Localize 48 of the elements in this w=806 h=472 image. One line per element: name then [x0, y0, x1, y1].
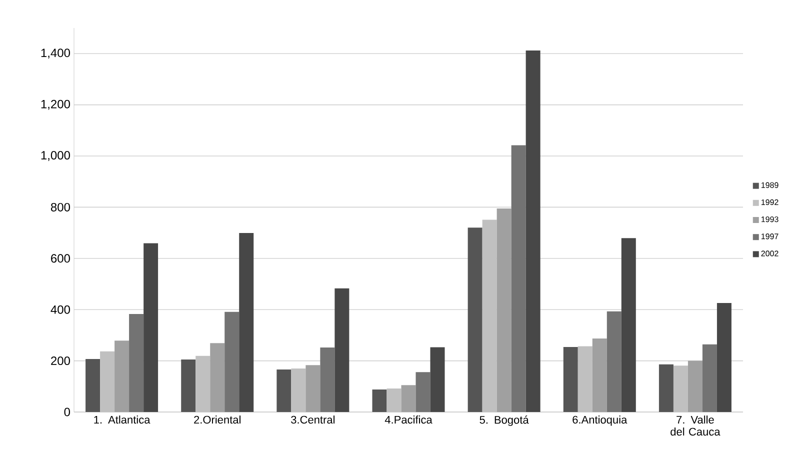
y-tick-label: 0: [64, 408, 70, 416]
x-tick-label: 1. Atlantica: [94, 416, 150, 424]
legend-label: 1989: [761, 182, 778, 188]
bar: [276, 370, 292, 412]
bar: [416, 372, 430, 412]
x-tick-label: 4.Pacifica: [384, 416, 432, 424]
bar: [224, 312, 240, 412]
bar: [144, 243, 158, 412]
bar: [181, 360, 196, 412]
bar: [334, 288, 350, 412]
y-tick-label: 600: [51, 254, 70, 263]
bar: [210, 343, 225, 412]
x-tick-label: 7. Valle del Cauca: [670, 416, 720, 436]
y-tick-label: 1,400: [41, 48, 70, 59]
x-tick-label: 3.Central: [291, 416, 335, 424]
y-tick-label: 800: [50, 202, 70, 212]
bar: [702, 344, 717, 412]
bar: [372, 389, 387, 412]
bar: [306, 365, 320, 412]
y-tick-label: 1,200: [41, 100, 70, 110]
bar: [526, 50, 540, 412]
bar: [688, 360, 702, 412]
bar: [621, 238, 636, 412]
legend-label: 1993: [761, 216, 778, 222]
bar: [511, 145, 526, 412]
bar: [320, 347, 335, 412]
bar: [129, 314, 144, 412]
legend-label: 2002: [761, 250, 778, 256]
bar: [496, 208, 512, 412]
bar: [716, 302, 732, 412]
bar: [468, 228, 482, 412]
y-tick-label: 200: [51, 356, 70, 366]
x-tick-label: 2.Oriental: [194, 416, 240, 424]
y-tick-label: 400: [50, 305, 70, 314]
legend-label: 1997: [761, 234, 778, 240]
bar: [114, 340, 130, 412]
legend-label: 1992: [761, 199, 778, 206]
x-tick-label: 5. Bogotá: [480, 416, 529, 426]
bar: [658, 364, 674, 412]
bar: [239, 233, 254, 412]
bar: [592, 338, 607, 412]
bar: [606, 311, 622, 412]
bar: [86, 359, 100, 412]
bar: [401, 385, 416, 412]
bar: [430, 347, 445, 412]
x-tick-label: 6.Antioquia: [572, 416, 628, 426]
y-tick-label: 1,000: [41, 151, 70, 161]
bar: [563, 346, 578, 412]
